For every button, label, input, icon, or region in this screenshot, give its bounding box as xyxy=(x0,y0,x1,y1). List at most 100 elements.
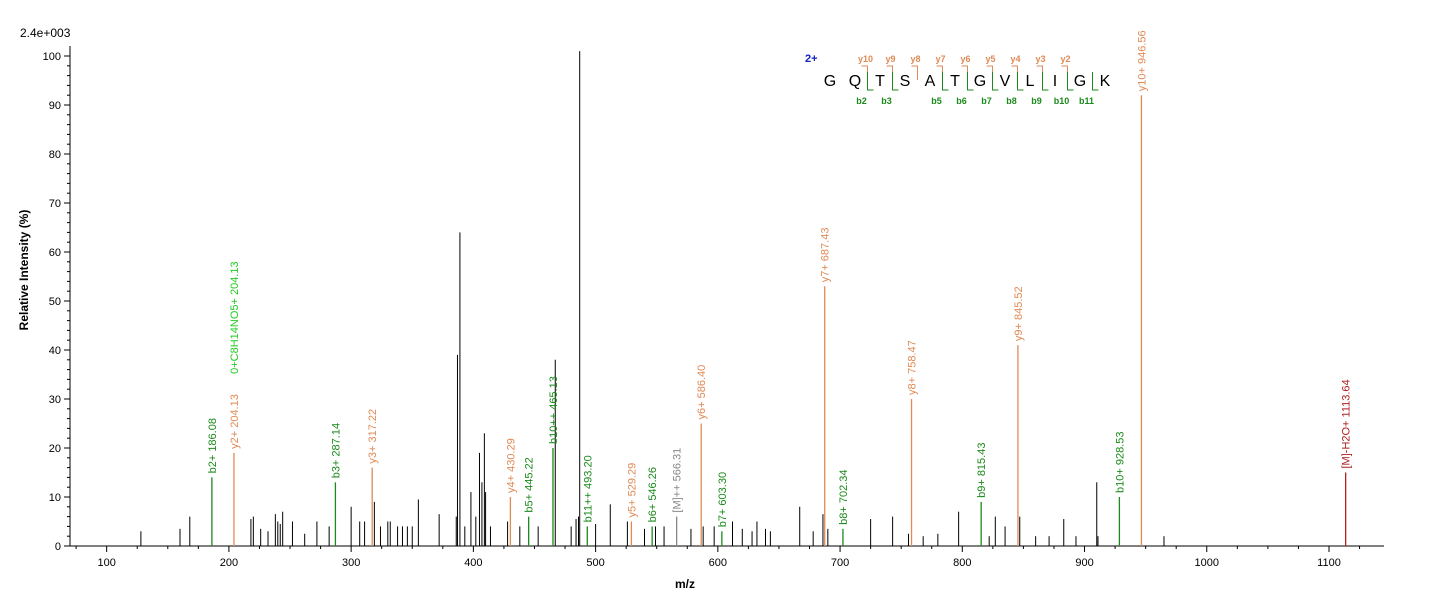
x-tick-label: 600 xyxy=(709,557,727,569)
y-ion-label: y7 xyxy=(935,54,945,64)
y-tick-label: 10 xyxy=(49,492,61,504)
y-ion-label: y2 xyxy=(1060,54,1070,64)
y-ion-label: y5 xyxy=(985,54,995,64)
y-ion-bracket xyxy=(911,65,918,80)
peak-label: b9+ 815.43 xyxy=(976,443,988,498)
b-ion-label: b7 xyxy=(981,96,992,106)
b-ion-bracket xyxy=(967,72,974,91)
b-ion-label: b9 xyxy=(1031,96,1042,106)
b-ion-bracket xyxy=(1017,72,1024,91)
b-ion-bracket xyxy=(1067,72,1074,91)
b-ion-bracket xyxy=(942,72,949,91)
y-ion-bracket xyxy=(1011,65,1018,80)
peak-label: y9+ 845.52 xyxy=(1013,286,1025,341)
residue: V xyxy=(1000,73,1011,90)
peak-label: y6+ 586.40 xyxy=(696,365,708,420)
peak-label: [M]++ 566.31 xyxy=(672,448,684,513)
y-ion-bracket xyxy=(961,65,968,80)
peak-label: b8+ 702.34 xyxy=(838,469,850,524)
peak-label: y5+ 529.29 xyxy=(626,463,638,518)
max-intensity-label: 2.4e+003 xyxy=(20,26,71,40)
y-ion-bracket xyxy=(936,65,943,80)
b-ion-label: b5 xyxy=(931,96,942,106)
y-tick-label: 30 xyxy=(49,394,61,406)
peak-label: y7+ 687.43 xyxy=(820,228,832,283)
residue: G xyxy=(974,73,986,90)
x-tick-label: 1000 xyxy=(1195,557,1219,569)
x-tick-label: 500 xyxy=(586,557,604,569)
peak-label: y10+ 946.56 xyxy=(1136,30,1148,91)
y-tick-label: 60 xyxy=(49,247,61,259)
y-tick-label: 0 xyxy=(55,541,61,553)
b-ion-label: b8 xyxy=(1006,96,1017,106)
peak-label: b7+ 603.30 xyxy=(717,472,729,527)
y-ion-bracket xyxy=(986,65,993,80)
y-ion-bracket xyxy=(1036,65,1043,80)
residue: A xyxy=(925,73,936,90)
b-ion-label: b6 xyxy=(956,96,967,106)
x-tick-label: 800 xyxy=(953,557,971,569)
b-ion-bracket xyxy=(892,72,899,91)
y-tick-label: 100 xyxy=(43,51,61,63)
x-tick-label: 900 xyxy=(1075,557,1093,569)
x-axis-label: m/z xyxy=(675,577,695,591)
peak-label: y3+ 317.22 xyxy=(367,409,379,464)
residue: K xyxy=(1100,73,1111,90)
y-ion-label: y9 xyxy=(885,54,895,64)
y-tick-label: 40 xyxy=(49,345,61,357)
residue: G xyxy=(1074,73,1086,90)
axes: 100 200 300 400 500 600 700 800 900 1000 1100 0 10 2… xyxy=(43,46,1384,569)
peak-label: b2+ 186.08 xyxy=(207,418,219,473)
b-ion-label: b2 xyxy=(856,96,867,106)
peak-label: b3+ 287.14 xyxy=(330,423,342,478)
residue: S xyxy=(900,73,911,90)
peaks xyxy=(140,51,1347,546)
y-ion-bracket xyxy=(886,65,893,80)
residue: T xyxy=(950,73,960,90)
residue: L xyxy=(1026,73,1035,90)
precursor-charge: 2+ xyxy=(805,53,818,65)
peak-label: b5+ 445.22 xyxy=(524,457,536,512)
y-ion-label: y6 xyxy=(960,54,970,64)
b-ion-label: b10 xyxy=(1054,96,1070,106)
b-ion-bracket xyxy=(1042,72,1049,91)
residue: Q xyxy=(849,73,861,90)
y-axis-label: Relative Intensity (%) xyxy=(17,210,31,331)
y-tick-label: 20 xyxy=(49,443,61,455)
y-tick-label: 90 xyxy=(49,100,61,112)
residue: G xyxy=(824,73,836,90)
peak-label: b10++ 465.13 xyxy=(548,376,560,444)
y-ion-bracket xyxy=(861,65,868,80)
b-ion-label: b11 xyxy=(1079,96,1094,106)
y-ion-label: y8 xyxy=(910,54,920,64)
y-tick-label: 50 xyxy=(49,296,61,308)
peak-label: y2+ 204.13 xyxy=(229,394,241,449)
b-ion-bracket xyxy=(867,72,874,91)
x-tick-label: 200 xyxy=(220,557,238,569)
x-tick-label: 700 xyxy=(831,557,849,569)
y-ion-bracket xyxy=(1061,65,1068,80)
residue: I xyxy=(1053,73,1057,90)
peak-labels: b2+ 186.08 y2+ 204.13 0+C8H14NO5+ 204.13 b3… xyxy=(207,30,1353,527)
x-tick-label: 1100 xyxy=(1317,557,1341,569)
y-tick-label: 70 xyxy=(49,198,61,210)
peak-label: b6+ 546.26 xyxy=(647,467,659,522)
peak-label-neutral: 0+C8H14NO5+ 204.13 xyxy=(229,261,241,374)
y-ion-label: y10 xyxy=(858,54,873,64)
peak-label: y4+ 430.29 xyxy=(505,438,517,493)
b-ion-bracket xyxy=(992,72,999,91)
residue: T xyxy=(875,73,885,90)
y-tick-label: 80 xyxy=(49,149,61,161)
peak-label: b11++ 493.20 xyxy=(582,455,594,522)
peak-label: b10+ 928.53 xyxy=(1114,432,1126,493)
y-ticks: 0 10 20 30 40 50 60 70 80 90 100 xyxy=(43,51,70,553)
b-ion-bracket xyxy=(1092,72,1099,91)
peak-label: y8+ 758.47 xyxy=(907,340,919,395)
x-tick-label: 100 xyxy=(97,557,115,569)
peak-label: [M]-H2O+ 1113.64 xyxy=(1341,379,1353,468)
x-tick-label: 300 xyxy=(342,557,360,569)
x-ticks: 100 200 300 400 500 600 700 800 900 1000 1100 xyxy=(75,546,1361,569)
y-ion-label: y4 xyxy=(1010,54,1020,64)
